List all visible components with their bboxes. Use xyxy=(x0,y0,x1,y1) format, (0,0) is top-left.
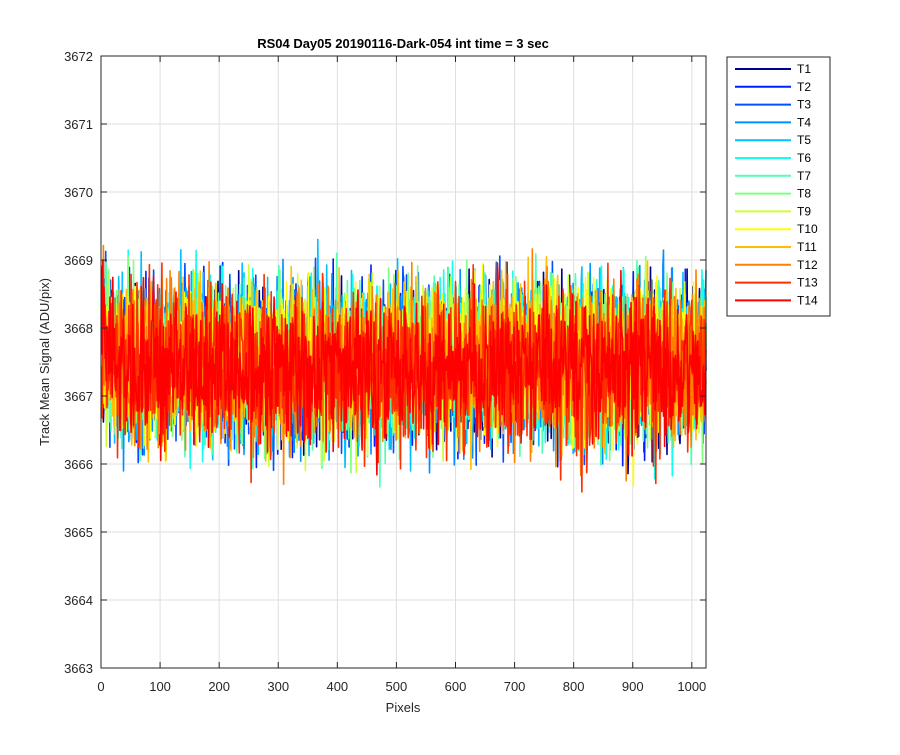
legend-entry: T8 xyxy=(797,187,811,201)
y-tick-label: 3665 xyxy=(64,525,93,540)
legend-entry: T4 xyxy=(797,115,811,129)
x-tick-label: 600 xyxy=(445,679,467,694)
y-axis-label: Track Mean Signal (ADU/pix) xyxy=(37,278,52,446)
y-tick-label: 3671 xyxy=(64,117,93,132)
x-tick-label: 800 xyxy=(563,679,585,694)
y-tick-label: 3672 xyxy=(64,49,93,64)
y-tick-label: 3666 xyxy=(64,457,93,472)
legend-entry: T1 xyxy=(797,62,811,76)
y-tick-label: 3670 xyxy=(64,185,93,200)
legend: T1 T2 T3 T4 T5 T6 T7 T8 T9 T10 T11 T12 T13 T14 xyxy=(726,56,831,317)
series-lines xyxy=(100,238,707,493)
x-tick-label: 0 xyxy=(97,679,104,694)
legend-entry: T2 xyxy=(797,80,811,94)
y-tick-label: 3664 xyxy=(64,593,93,608)
chart-title: RS04 Day05 20190116-Dark-054 int time = … xyxy=(257,36,549,51)
y-tick-label: 3668 xyxy=(64,321,93,336)
x-tick-label: 700 xyxy=(504,679,526,694)
x-tick-label: 500 xyxy=(386,679,408,694)
series-line-t14 xyxy=(100,259,707,476)
legend-entry: T14 xyxy=(797,293,818,307)
x-tick-label: 400 xyxy=(326,679,348,694)
legend-entry: T10 xyxy=(797,222,818,236)
legend-entry: T3 xyxy=(797,98,811,112)
legend-entry: T5 xyxy=(797,133,811,147)
legend-entry: T9 xyxy=(797,204,811,218)
y-tick-label: 3663 xyxy=(64,661,93,676)
legend-box xyxy=(726,56,831,317)
legend-entry: T7 xyxy=(797,169,811,183)
x-axis-label: Pixels xyxy=(386,700,421,715)
legend-entry: T12 xyxy=(797,258,818,272)
legend-entry: T6 xyxy=(797,151,811,165)
axis-ticks: 0 100 200 300 400 500 600 700 800 900 1000 3663 3664… xyxy=(64,49,706,694)
x-tick-label: 1000 xyxy=(677,679,706,694)
legend-entry: T11 xyxy=(797,240,817,254)
plot-frame xyxy=(100,55,707,669)
legend-entry: T13 xyxy=(797,276,818,290)
y-tick-label: 3669 xyxy=(64,253,93,268)
x-tick-label: 900 xyxy=(622,679,644,694)
y-tick-label: 3667 xyxy=(64,389,93,404)
x-tick-label: 300 xyxy=(267,679,289,694)
x-tick-label: 100 xyxy=(149,679,171,694)
x-tick-label: 200 xyxy=(208,679,230,694)
